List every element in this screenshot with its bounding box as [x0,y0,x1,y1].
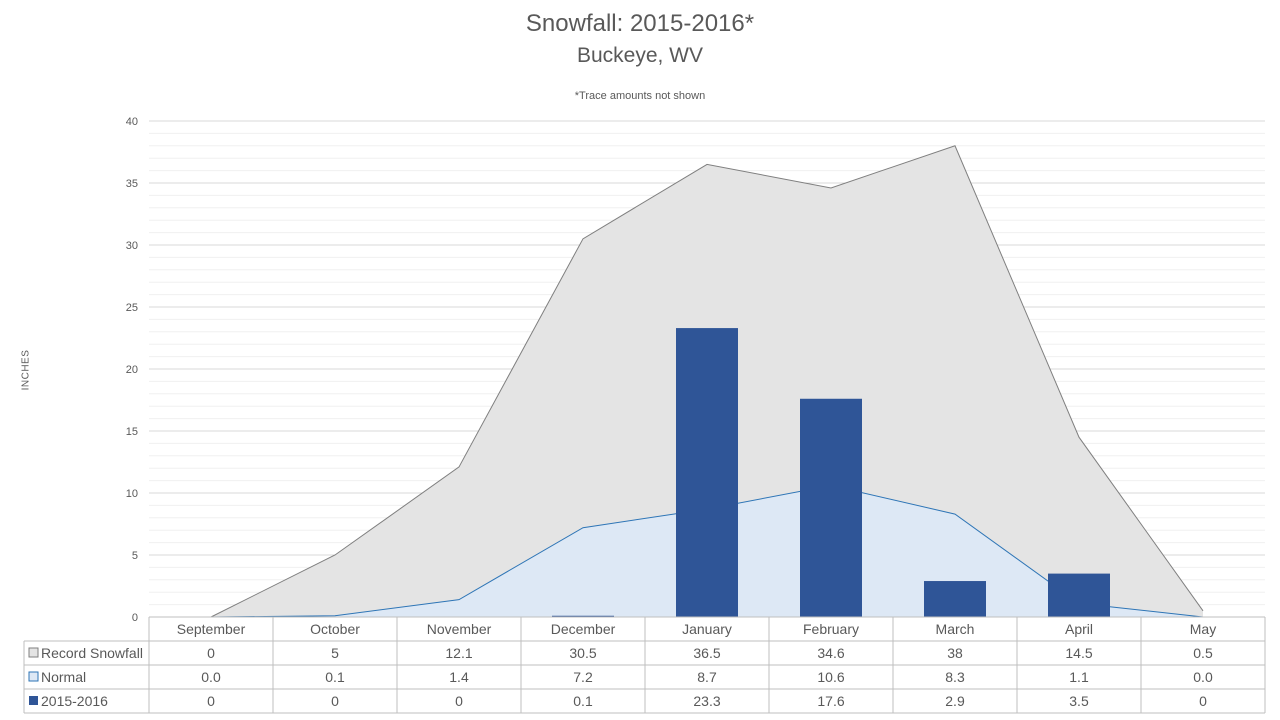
bar-april [1048,573,1110,617]
table-cell: 8.3 [945,669,965,685]
table-cell: 0.0 [1193,669,1213,685]
y-axis-ticks: 0 5 10 15 20 25 30 35 40 [126,116,138,624]
y-tick-label: 30 [126,240,138,252]
chart-note: *Trace amounts not shown [574,90,706,102]
table-cell: 8.7 [697,669,717,685]
table-cell: 2.9 [945,693,965,709]
x-tick-label: April [1065,621,1093,637]
legend-label: Record Snowfall [41,645,143,661]
x-tick-label: May [1190,621,1216,637]
bar-february [800,398,862,617]
table-cell: 3.5 [1069,693,1089,709]
y-tick-label: 25 [126,302,138,314]
legend-label: 2015-2016 [41,693,108,709]
chart-subtitle: Buckeye, WV [576,44,704,67]
table-cell: 0 [455,693,463,709]
table-cell: 0.0 [201,669,221,685]
table-cell: 0.5 [1193,645,1213,661]
y-tick-label: 20 [126,364,138,376]
table-cell: 17.6 [817,693,844,709]
legend-key-record-snowfall [28,647,39,658]
table-cell: 0 [1199,693,1207,709]
legend-label: Normal [41,669,86,685]
table-cell: 5 [331,645,339,661]
table-cell: 34.6 [817,645,844,661]
y-tick-label: 10 [126,488,138,500]
table-cell: 1.4 [449,669,469,685]
table-cell: 14.5 [1065,645,1092,661]
x-tick-label: December [551,621,616,637]
y-tick-label: 40 [126,116,138,128]
bar-december [552,615,614,617]
bar-january [676,328,738,617]
x-tick-label: November [427,621,492,637]
bars-2015-2016 [552,328,1110,617]
chart-title: Snowfall: 2015-2016* [525,10,755,37]
x-tick-label: September [177,621,246,637]
table-cell: 0.1 [573,693,593,709]
bar-march [924,581,986,617]
table-cell: 1.1 [1069,669,1089,685]
table-cell: 0 [207,645,215,661]
table-cell: 12.1 [445,645,472,661]
line-record-snowfall [210,145,1204,618]
x-tick-label: October [310,621,360,637]
table-cell: 30.5 [569,645,596,661]
table-cell: 0 [331,693,339,709]
table-cell: 38 [947,645,963,661]
table-cell: 10.6 [817,669,844,685]
table-cell: 0.1 [325,669,345,685]
y-tick-label: 5 [132,550,138,562]
table-cell: 7.2 [573,669,593,685]
x-tick-label: February [803,621,859,637]
x-tick-label: January [682,621,732,637]
legend-key-2015-2016 [29,696,38,705]
y-tick-label: 15 [126,426,138,438]
x-tick-label: March [936,621,975,637]
legend-key-normal [28,671,39,682]
data-table: September October November December January F… [23,616,1266,714]
table-cell: 36.5 [693,645,720,661]
table-cell: 23.3 [693,693,720,709]
y-tick-label: 35 [126,178,138,190]
table-cell: 0 [207,693,215,709]
y-tick-label: 0 [132,612,138,624]
